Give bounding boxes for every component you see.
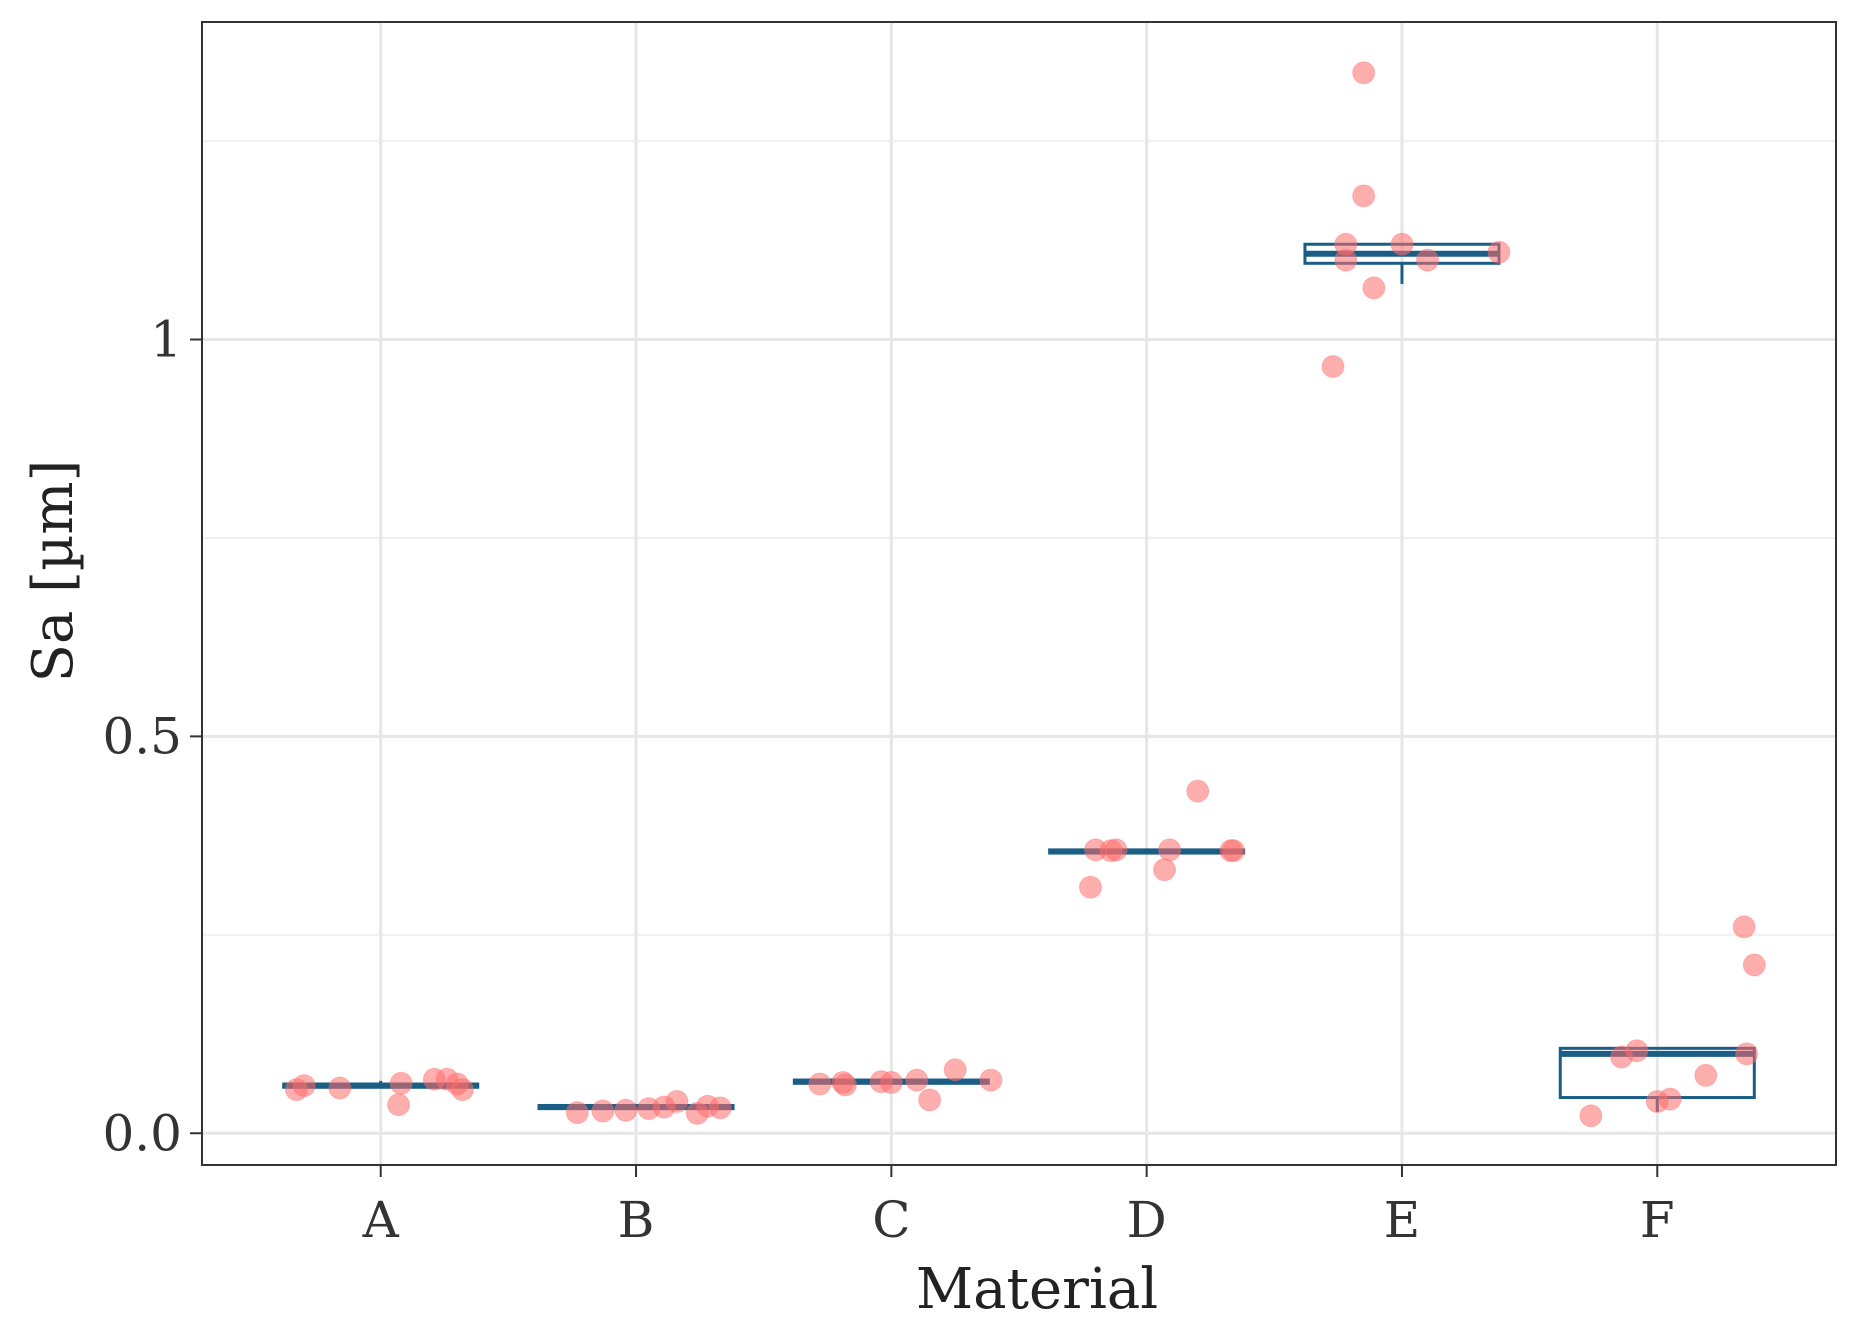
data-point-F [1658,1087,1682,1111]
y-axis: 0.0 0.5 1 [102,311,202,1162]
data-point-D [1078,875,1102,899]
data-point-E [1321,354,1345,378]
y-tick-label: 0.0 [102,1104,182,1162]
y-tick-label: 0.5 [102,707,182,765]
data-point-C [943,1058,967,1082]
x-tick-label: A [362,1191,400,1249]
data-point-C [905,1068,929,1092]
data-point-F [1742,953,1766,977]
data-point-C [879,1070,903,1094]
data-point-A [389,1071,413,1095]
gridlines [202,22,1836,1165]
data-point-C [833,1073,857,1097]
data-point-F [1694,1063,1718,1087]
data-point-D [1221,839,1245,863]
plot-border [201,21,1837,1166]
y-tick-label: 1 [150,311,182,369]
x-tick-label: C [872,1191,910,1249]
x-tick-label: D [1127,1191,1167,1249]
data-point-E [1334,248,1358,272]
data-point-C [808,1072,832,1096]
data-point-D [1153,858,1177,882]
data-point-B [665,1090,689,1113]
x-tick-label: B [618,1191,655,1249]
data-point-E [1416,248,1439,272]
data-point-B [591,1099,615,1123]
data-points [284,61,1766,1128]
x-axis: A B C D E F [362,1165,1675,1249]
data-point-B [614,1098,638,1122]
data-point-B [708,1096,732,1120]
data-point-F [1579,1104,1603,1128]
data-point-B [565,1101,589,1125]
boxplot-D [1048,848,1246,855]
data-point-D [1186,779,1210,803]
x-tick-label: E [1384,1191,1421,1249]
x-axis-title: Material [916,1257,1158,1322]
data-point-E [1352,184,1376,208]
y-axis-title: Sa [µm] [21,460,86,683]
data-point-F [1625,1039,1649,1063]
data-point-E [1390,232,1414,256]
data-point-F [1735,1042,1759,1066]
data-point-A [387,1093,411,1117]
data-point-D [1158,838,1182,862]
data-point-C [918,1088,942,1112]
data-point-E [1487,240,1511,264]
data-point-A [292,1074,316,1098]
data-point-D [1104,838,1128,862]
data-point-A [328,1076,352,1100]
x-tick-label: F [1640,1191,1675,1249]
data-point-A [450,1078,474,1102]
data-point-E [1352,61,1376,85]
data-point-E [1362,276,1386,300]
data-point-F [1732,915,1756,939]
data-point-C [979,1068,1003,1092]
plot-panel [202,22,1836,1165]
